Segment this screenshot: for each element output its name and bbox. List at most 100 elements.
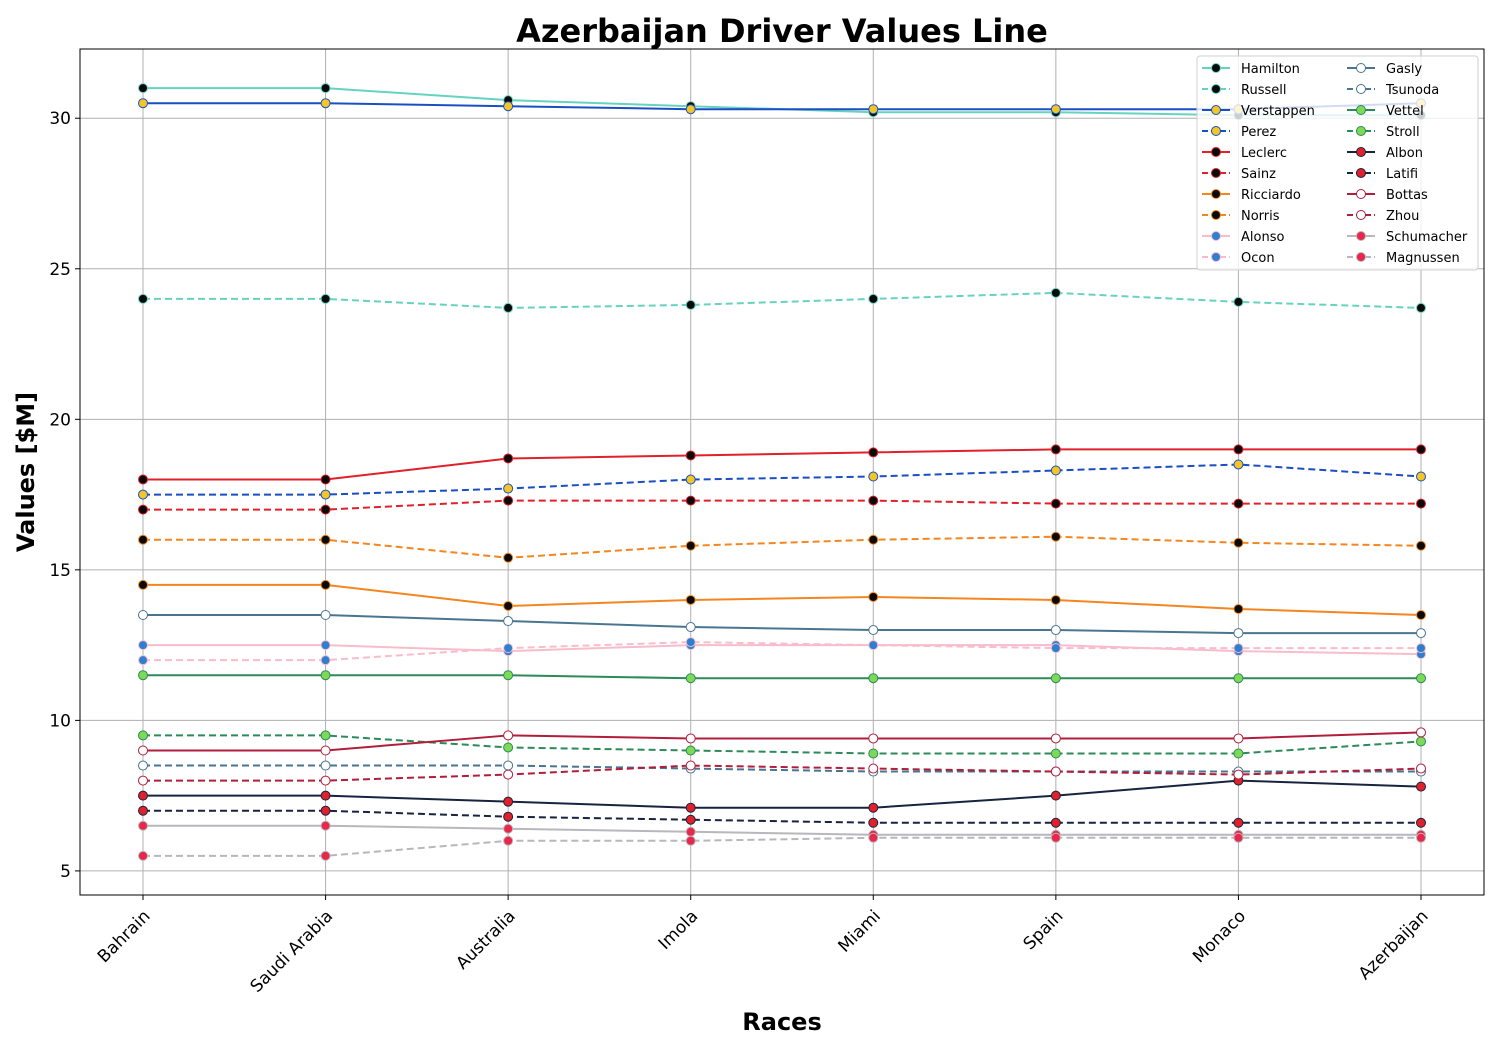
legend-marker	[1356, 84, 1366, 94]
series-line	[143, 583, 1422, 617]
chart-title: Azerbaijan Driver Values Line	[516, 12, 1048, 50]
legend-item: Perez	[1202, 125, 1276, 140]
data-point	[320, 820, 331, 831]
series-bottas	[138, 727, 1426, 756]
series-stroll	[138, 730, 1426, 759]
data-point	[1416, 832, 1426, 843]
data-point	[685, 594, 696, 605]
data-point	[1416, 540, 1426, 551]
data-point	[503, 616, 514, 627]
series-line	[143, 644, 1422, 656]
data-point	[868, 625, 879, 636]
legend-label: Russell	[1241, 83, 1286, 98]
data-point	[685, 637, 696, 648]
legend-marker	[1356, 126, 1366, 136]
data-point	[1233, 748, 1244, 759]
series-line	[143, 764, 1421, 773]
data-point	[138, 670, 148, 681]
data-point	[138, 745, 148, 756]
series-russell	[138, 287, 1426, 313]
data-point	[138, 805, 148, 816]
data-point	[320, 775, 331, 786]
y-tick-label: 10	[49, 711, 71, 731]
y-axis-title: Values [$M]	[12, 392, 40, 552]
legend-label: Ocon	[1241, 251, 1275, 266]
data-point	[320, 655, 331, 666]
data-point	[138, 474, 148, 485]
data-point	[1233, 444, 1244, 455]
series-group	[138, 83, 1426, 861]
legend-label: Vettel	[1386, 104, 1424, 119]
plot-area-frame	[79, 48, 1485, 896]
data-point	[1050, 643, 1061, 654]
data-point	[138, 850, 148, 861]
legend-label: Perez	[1241, 125, 1276, 140]
series-norris	[138, 531, 1426, 563]
legend-label: Tsunoda	[1385, 83, 1439, 98]
y-tick-label: 5	[60, 862, 71, 882]
data-point	[503, 302, 514, 313]
data-point	[685, 474, 696, 485]
data-point	[1416, 498, 1426, 509]
data-point	[1233, 733, 1244, 744]
data-point	[1233, 537, 1244, 548]
legend-label: Latifi	[1386, 167, 1418, 182]
series-latifi	[138, 805, 1426, 828]
data-point	[138, 293, 148, 304]
data-point	[1416, 628, 1426, 639]
data-point	[503, 730, 514, 741]
y-axis-ticks: 5 10 15 20 25 30	[49, 109, 80, 882]
series-line	[143, 499, 1421, 511]
data-point	[868, 763, 879, 774]
data-point	[1416, 444, 1426, 455]
legend-item: Verstappen	[1202, 104, 1315, 119]
legend-marker	[1211, 252, 1221, 262]
data-point	[503, 760, 514, 771]
legend-label: Gasly	[1386, 62, 1422, 77]
legend-item: Zhou	[1347, 209, 1419, 224]
data-point	[503, 643, 514, 654]
series-line	[143, 641, 1421, 662]
series-ocon	[138, 637, 1426, 666]
data-point	[685, 104, 696, 115]
data-point	[1233, 498, 1244, 509]
data-point	[868, 733, 879, 744]
series-line	[143, 463, 1422, 496]
data-point	[138, 775, 148, 786]
data-point	[503, 835, 514, 846]
legend-marker	[1356, 105, 1366, 115]
legend-marker	[1211, 210, 1221, 220]
legend-item: Hamilton	[1202, 62, 1300, 77]
data-point	[320, 98, 331, 109]
legend-marker	[1211, 126, 1221, 136]
data-point	[320, 504, 331, 515]
data-point	[1233, 296, 1244, 307]
series-albon	[138, 775, 1426, 813]
legend-item: Ocon	[1202, 251, 1275, 266]
data-point	[1416, 763, 1426, 774]
series-leclerc	[138, 444, 1426, 485]
data-point	[320, 805, 331, 816]
data-point	[503, 823, 514, 834]
data-point	[868, 817, 879, 828]
data-point	[685, 673, 696, 684]
data-point	[868, 104, 879, 115]
data-point	[503, 483, 514, 494]
data-point	[868, 748, 879, 759]
data-point	[1050, 287, 1061, 298]
data-point	[868, 495, 879, 506]
data-point	[1050, 733, 1061, 744]
series-line	[143, 779, 1422, 809]
data-point	[685, 299, 696, 310]
series-ricciardo	[138, 579, 1426, 621]
legend-marker	[1356, 63, 1366, 73]
data-point	[685, 745, 696, 756]
data-point	[1050, 817, 1061, 828]
data-point	[1416, 302, 1426, 313]
data-point	[868, 802, 879, 813]
data-point	[1233, 817, 1244, 828]
y-tick-label: 30	[49, 109, 71, 129]
data-point	[868, 640, 879, 651]
legend-label: Norris	[1241, 209, 1280, 224]
legend-item: Norris	[1202, 209, 1280, 224]
